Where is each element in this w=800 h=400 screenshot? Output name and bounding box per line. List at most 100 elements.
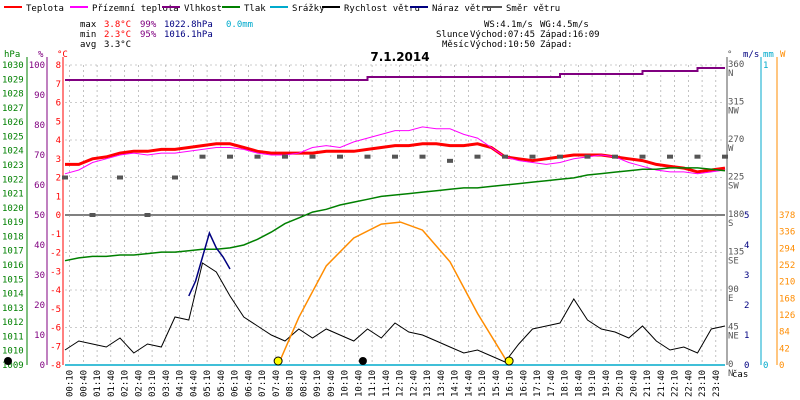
temp-tick-label: 4: [56, 136, 61, 146]
x-tick-label: 05:40: [217, 370, 227, 397]
temp-tick-label: -4: [50, 286, 61, 296]
stats-block: max 3.8°C 99% 1022.8hPa 0.0mm min 2.3°C …: [80, 20, 253, 50]
wind-direction-mark: [172, 175, 178, 180]
pct-tick-label: 100: [29, 61, 45, 71]
x-tick-label: 15:40: [492, 370, 502, 397]
wind-direction-mark: [667, 154, 673, 159]
x-tick-label: 01:40: [107, 370, 117, 397]
w-tick-label: 210: [779, 278, 795, 288]
temp-tick-label: -7: [50, 342, 61, 352]
wind-direction-mark: [254, 154, 261, 159]
stats-max-hum: 99%: [140, 20, 157, 30]
ms-tick-label: 5: [744, 211, 749, 221]
x-tick-label: 16:10: [506, 370, 516, 397]
temp-tick-label: -2: [50, 249, 61, 259]
pct-tick-label: 80: [34, 121, 45, 131]
dir-tick-compass: NW: [728, 107, 739, 117]
wind-direction-mark: [419, 154, 426, 159]
axis-title-hpa: hPa: [4, 50, 20, 60]
temp-tick-label: -6: [50, 324, 61, 334]
x-tick-label: 03:10: [148, 370, 158, 397]
temp-tick-label: -8: [50, 361, 61, 371]
x-tick-label: 18:10: [561, 370, 571, 397]
dir-tick-compass: E: [728, 294, 733, 304]
moon-rise: Východ:10:50: [470, 40, 535, 50]
dir-tick-compass: N: [728, 369, 733, 379]
stats-max-rain: 0.0mm: [226, 20, 253, 30]
dir-tick-compass: N: [728, 69, 733, 79]
x-tick-label: 17:40: [547, 370, 557, 397]
x-tick-label: 23:10: [698, 370, 708, 397]
w-tick-label: 0: [779, 361, 784, 371]
stats-max-temp: 3.8°C: [104, 20, 131, 30]
moonrise-marker: [358, 357, 367, 365]
temp-tick-label: -5: [50, 305, 61, 315]
dir-tick-compass: SE: [728, 257, 739, 267]
x-tick-label: 20:40: [629, 370, 639, 397]
hpa-tick-label: 1016: [2, 261, 24, 271]
hpa-tick-label: 1011: [2, 332, 24, 342]
dir-tick-compass: SW: [728, 182, 739, 192]
x-tick-label: 05:10: [203, 370, 213, 397]
wind-direction-mark: [474, 154, 481, 159]
wind-gust-info: WG:4.5m/s: [540, 20, 589, 30]
dir-tick-label: 45: [728, 323, 739, 333]
axis-title-mm: mm: [763, 50, 774, 60]
x-tick-label: 07:40: [272, 370, 282, 397]
x-tick-label: 20:10: [616, 370, 626, 397]
wind-direction-mark: [199, 154, 206, 159]
x-tick-label: 01:10: [93, 370, 103, 397]
legend-label: Náraz větru: [432, 4, 492, 14]
x-tick-label: 06:10: [231, 370, 241, 397]
w-tick-label: 336: [779, 228, 795, 238]
stats-min-hum: 95%: [140, 30, 157, 40]
sunset-marker: [504, 356, 514, 366]
hpa-tick-label: 1023: [2, 161, 24, 171]
pct-tick-label: 10: [34, 331, 45, 341]
pct-tick-label: 60: [34, 181, 45, 191]
mm-tick-label: 0: [763, 361, 768, 371]
pct-tick-label: 70: [34, 151, 45, 161]
wind-direction-mark: [447, 158, 453, 163]
dir-tick-label: 225: [728, 173, 744, 183]
x-tick-label: 04:40: [189, 370, 199, 397]
x-tick-label: 08:10: [286, 370, 296, 397]
wind-direction-mark: [144, 213, 151, 217]
sun-rise: Východ:07:45: [470, 30, 535, 40]
x-tick-label: 10:40: [354, 370, 364, 397]
x-tick-label: 02:10: [121, 370, 131, 397]
w-tick-label: 168: [779, 294, 795, 304]
x-axis-label: čas: [732, 369, 748, 380]
dir-tick-compass: S: [728, 219, 733, 229]
pct-tick-label: 20: [34, 301, 45, 311]
series-line: [277, 221, 510, 366]
wind-direction-mark: [584, 154, 591, 159]
axis-title-w: W: [780, 50, 786, 60]
axis-title-dir: °: [727, 50, 732, 60]
chart-title: 7.1.2014: [370, 50, 429, 64]
ms-tick-label: 4: [744, 241, 749, 251]
axis-title-temp: °C: [57, 50, 68, 60]
hpa-tick-label: 1022: [2, 175, 24, 185]
x-tick-label: 23:40: [712, 370, 722, 397]
w-tick-label: 126: [779, 311, 795, 321]
x-tick-label: 22:10: [671, 370, 681, 397]
wind-direction-mark: [722, 154, 728, 159]
hpa-tick-label: 1009: [2, 361, 24, 371]
x-tick-label: 19:40: [602, 370, 612, 397]
stats-min-label: min: [80, 30, 96, 40]
wind-direction-mark: [309, 154, 316, 159]
x-tick-label: 18:40: [574, 370, 584, 397]
hpa-tick-label: 1020: [2, 204, 24, 214]
wind-direction-mark: [529, 154, 536, 159]
x-tick-label: 12:40: [409, 370, 419, 397]
x-tick-label: 21:40: [657, 370, 667, 397]
series-line: [65, 67, 725, 81]
axis-title-ms: m/s: [743, 50, 759, 60]
wind-direction-mark: [364, 154, 371, 159]
x-tick-label: 07:10: [258, 370, 268, 397]
ms-tick-label: 0: [744, 361, 749, 371]
x-tick-label: 21:10: [643, 370, 653, 397]
wind-speed-info: WS:4.1m/s: [484, 20, 533, 30]
